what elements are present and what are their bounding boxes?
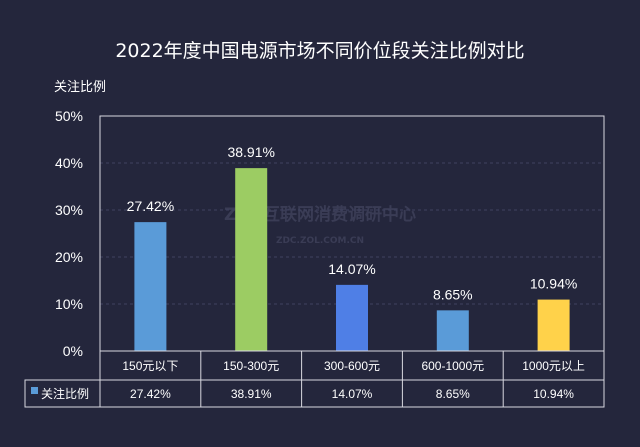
data-label: 27.42% [127,198,174,214]
bar [336,284,368,351]
bar [436,310,469,351]
legend-swatch [31,387,38,394]
table-value: 14.07% [332,387,373,401]
y-tick-label: 0% [63,343,83,359]
category-label: 600-1000元 [421,359,484,373]
watermark-url: ZDC.ZOL.COM.CN [276,236,364,246]
table-value: 10.94% [533,387,574,401]
data-label: 14.07% [328,261,375,277]
table-value: 27.42% [130,387,171,401]
chart-title: 2022年度中国电源市场不同价位段关注比例对比 [115,40,525,62]
category-label: 150元以下 [122,359,178,373]
y-tick-label: 50% [55,108,83,124]
table-value: 38.91% [231,387,272,401]
bar [537,299,570,351]
data-label: 10.94% [530,276,577,292]
table-value: 8.65% [436,387,470,401]
category-label: 150-300元 [223,359,279,373]
data-label: 38.91% [227,144,274,160]
table-legend-cell [24,379,101,408]
y-tick-label: 40% [55,155,83,171]
bar [134,222,167,351]
y-tick-label: 10% [55,296,83,312]
y-tick-label: 30% [55,202,83,218]
data-label: 8.65% [433,286,473,302]
y-tick-label: 20% [55,249,83,265]
category-label: 300-600元 [324,359,380,373]
legend-label: 关注比例 [41,386,89,401]
category-label: 1000元以上 [522,359,585,373]
y-axis-label: 关注比例 [54,80,107,95]
bar [235,168,268,351]
table-frame [99,350,605,408]
watermark-text: ZDC互联网消费调研中心 [224,204,416,225]
